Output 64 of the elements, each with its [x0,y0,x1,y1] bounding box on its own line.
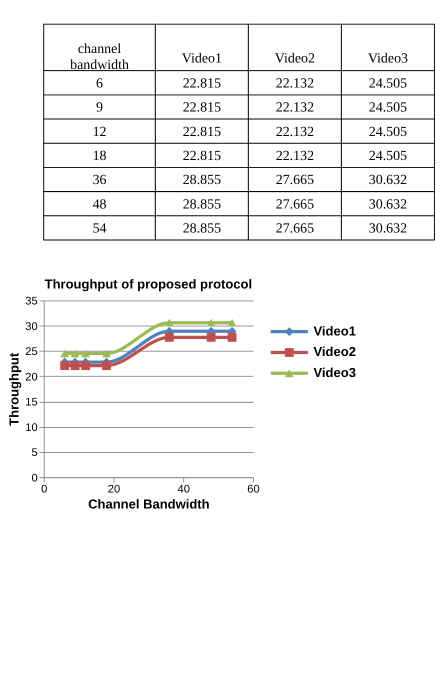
point [206,332,216,342]
x-tick-label: 40 [178,484,190,496]
x-tick-label: 0 [41,484,48,496]
data-label: 28.855 [182,197,222,212]
series-label: Video3 [368,51,408,66]
data-label: 22.815 [182,149,222,164]
point [164,332,174,342]
legend-label: Video2 [313,344,356,360]
data-label: 28.855 [182,222,222,237]
data-label: 22.815 [182,124,222,140]
data-label: 22.815 [182,100,222,116]
point [70,350,80,358]
y-axis-title: Throughput [6,352,22,426]
data-label: 27.665 [276,197,314,212]
y-tick-label: 5 [31,447,38,460]
data-label: 24.505 [368,149,408,164]
point [228,318,237,327]
series-label: Video1 [182,51,222,66]
point [70,361,80,370]
point [60,350,70,358]
point [102,361,111,370]
x-tick-label: 60 [247,484,260,496]
data-label: 27.665 [276,222,314,237]
data-label: 24.505 [368,76,408,92]
data-label: 22.132 [276,76,314,92]
category-label: 18 [92,149,107,164]
point [102,350,111,358]
category-label: 36 [92,173,107,188]
x-axis-title: Channel Bandwidth [88,496,210,512]
data-label: 30.632 [368,197,408,212]
point [206,318,216,327]
chart-title: Throughput of proposed protocol [44,276,252,292]
y-tick-label: 20 [25,371,38,384]
data-label: 30.632 [368,222,408,237]
point [81,350,90,358]
category-label: 6 [96,76,104,92]
point [81,361,90,370]
data-label: 22.132 [276,124,314,140]
data-label: 24.505 [368,100,408,116]
category-label: 9 [96,100,104,116]
legend-label: Video1 [313,323,356,338]
category-label: 48 [92,197,107,212]
point [228,332,237,342]
data-label: 22.132 [276,100,314,116]
point [60,361,70,370]
x-tick-label: 20 [108,484,120,496]
y-tick-label: 35 [25,296,38,308]
y-tick-label: 10 [25,422,38,434]
data-label: 22.815 [182,76,222,92]
y-tick-label: 15 [25,396,38,409]
data-label: 28.855 [182,173,222,188]
category-label: 12 [92,124,107,140]
data-label: 24.505 [368,124,408,140]
legend-label: Video3 [313,364,356,380]
category-label: 54 [92,222,107,237]
y-tick-label: 25 [25,346,38,358]
y-tick-label: 0 [31,472,38,484]
data-label: 27.665 [276,173,314,188]
y-tick-label: 30 [25,320,38,333]
data-label: 22.132 [276,149,314,164]
point [164,318,174,327]
text: channel bandwidth [70,42,129,73]
series-label: Video2 [274,51,316,66]
data-label: 30.632 [368,173,408,188]
